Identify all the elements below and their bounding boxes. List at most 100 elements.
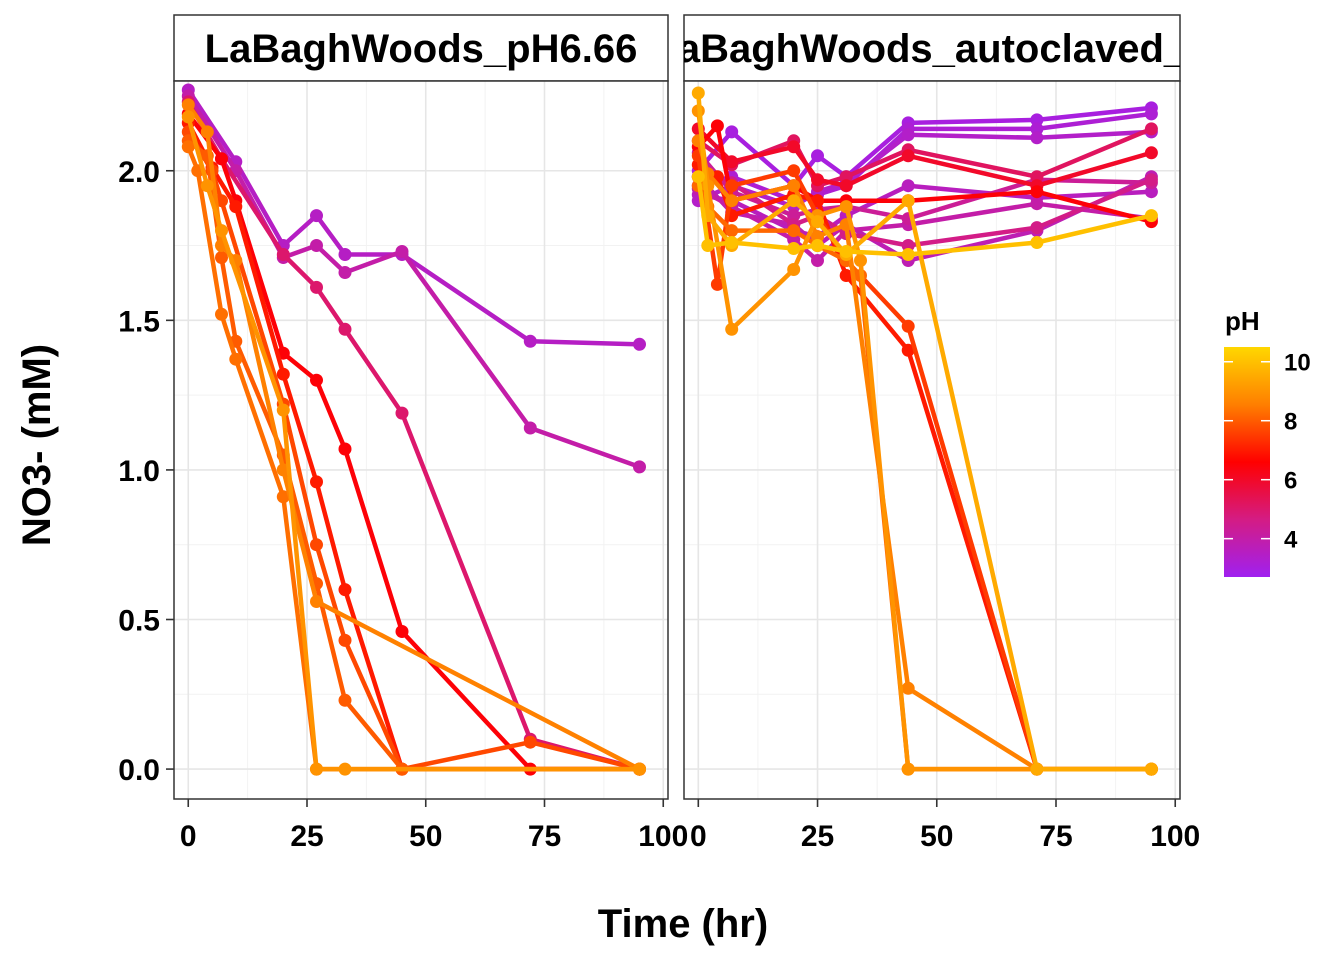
data-point (200, 125, 214, 139)
x-tick-label: 25 (801, 820, 834, 853)
data-point (787, 164, 801, 178)
y-tick-label: 2.0 (118, 156, 160, 189)
data-point (811, 215, 824, 229)
data-point (215, 152, 228, 166)
data-point (310, 239, 323, 252)
data-point (787, 263, 801, 276)
data-point (691, 86, 705, 100)
data-point (787, 179, 801, 193)
data-point (338, 322, 352, 336)
data-point (338, 442, 352, 456)
data-point (338, 266, 352, 279)
panel-border-left (173, 80, 669, 800)
legend: pH 4 6 8 10 (1224, 306, 1311, 577)
legend-tick-label: 4 (1284, 527, 1298, 554)
data-point (901, 319, 915, 333)
data-point (1030, 170, 1044, 184)
data-point (787, 140, 801, 154)
data-point (691, 170, 705, 184)
series-left (181, 83, 646, 776)
data-point (215, 307, 228, 321)
data-point (310, 209, 323, 223)
legend-tick-label: 6 (1284, 468, 1297, 495)
data-point (901, 681, 915, 695)
data-point (701, 239, 715, 252)
data-point (839, 245, 853, 258)
x-axis-left: 0 25 50 75 100 (180, 799, 688, 853)
data-point (787, 209, 801, 223)
data-point (787, 224, 801, 238)
data-point (811, 194, 824, 208)
data-point (839, 269, 853, 282)
data-point (181, 98, 195, 112)
x-tick-label: 50 (409, 820, 442, 853)
x-tick-label: 25 (290, 820, 323, 853)
data-point (229, 200, 243, 214)
data-point (901, 128, 915, 142)
data-point (229, 352, 243, 366)
data-point (633, 460, 646, 474)
data-point (276, 490, 290, 504)
y-tick-label: 0.0 (118, 754, 160, 787)
data-point (395, 406, 409, 420)
data-point (811, 254, 824, 267)
series-line (186, 99, 642, 772)
series-line (696, 126, 1154, 188)
data-point (725, 236, 739, 249)
data-point (1030, 197, 1044, 211)
data-point (310, 280, 323, 294)
data-point (523, 421, 537, 435)
panel-left: LaBaghWoods_pH6.66 (173, 14, 669, 800)
legend-ticks: 4 6 8 10 (1224, 350, 1311, 554)
x-tick-label: 75 (1039, 820, 1072, 853)
data-point (310, 595, 323, 608)
data-point (633, 762, 646, 776)
data-point (338, 583, 352, 597)
data-point (338, 248, 352, 261)
data-point (276, 248, 290, 261)
data-point (854, 254, 867, 267)
strip-left (173, 14, 669, 82)
data-point (276, 367, 290, 381)
data-point (725, 125, 739, 139)
data-point (1030, 113, 1044, 127)
data-point (725, 179, 739, 193)
data-point (1030, 221, 1044, 235)
series-right (691, 86, 1158, 776)
data-point (710, 277, 724, 291)
data-point (310, 762, 323, 776)
data-point (901, 248, 915, 261)
data-point (1144, 762, 1158, 776)
y-tick-label: 1.0 (118, 455, 160, 488)
data-point (811, 149, 824, 163)
panel-border-right (683, 80, 1181, 800)
data-point (725, 322, 739, 336)
data-point (1144, 173, 1158, 187)
data-point (787, 194, 801, 208)
legend-colorbar (1224, 347, 1270, 577)
data-point (1144, 122, 1158, 136)
x-tick-label: 100 (1150, 820, 1200, 853)
series-line (696, 174, 1154, 248)
y-tick-label: 0.5 (118, 605, 160, 638)
series-line (696, 150, 1154, 221)
data-point (839, 200, 853, 214)
legend-tick-label: 10 (1284, 350, 1311, 377)
data-point (811, 230, 824, 244)
data-point (901, 239, 915, 252)
y-axis-title: NO3- (mM) (15, 344, 59, 546)
data-point (310, 373, 323, 387)
y-axis: 0.0 0.5 1.0 1.5 2.0 (118, 156, 174, 787)
x-tick-label: 100 (638, 820, 688, 853)
data-point (338, 693, 352, 707)
series-line (696, 111, 1154, 203)
data-point (1030, 236, 1044, 249)
series-line (696, 105, 1154, 188)
data-point (1144, 146, 1158, 160)
data-point (1144, 185, 1158, 199)
data-point (839, 170, 853, 184)
data-point (181, 140, 195, 154)
data-point (215, 224, 228, 238)
data-point (1030, 762, 1044, 776)
data-point (1030, 185, 1044, 199)
